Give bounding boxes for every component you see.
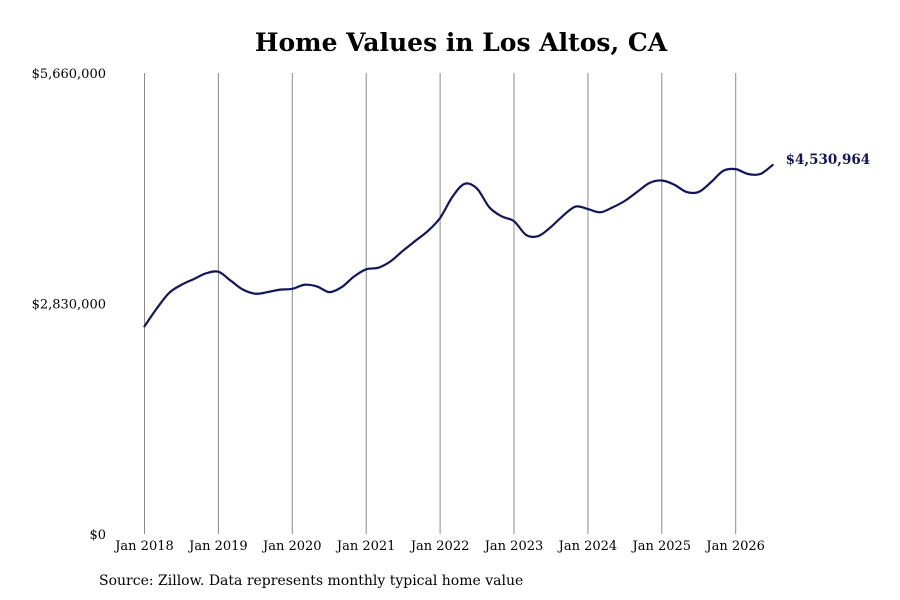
x-tick-label: Jan 2020 <box>261 539 322 554</box>
x-tick-label: Jan 2022 <box>409 539 470 554</box>
x-axis-ticks: Jan 2018 Jan 2019 Jan 2020 Jan 2021 Jan 2022… <box>113 539 765 554</box>
x-tick-label: Jan 2021 <box>335 539 396 554</box>
end-value-label: $4,530,964 <box>786 152 871 168</box>
x-tick-label: Jan 2019 <box>187 539 248 554</box>
x-tick-label: Jan 2026 <box>704 539 765 554</box>
x-tick-label: Jan 2018 <box>113 539 174 554</box>
home-value-series-line <box>143 163 774 328</box>
y-axis-ticks: $0 $2,830,000 $5,660,000 <box>32 67 106 543</box>
chart-source-note: Source: Zillow. Data represents monthly … <box>99 573 524 589</box>
y-tick-label: $2,830,000 <box>32 298 106 313</box>
chart-title: Home Values in Los Altos, CA <box>254 28 668 57</box>
y-tick-label: $0 <box>89 528 106 543</box>
y-tick-label: $5,660,000 <box>32 67 106 82</box>
x-tick-label: Jan 2024 <box>557 539 618 554</box>
x-tick-label: Jan 2023 <box>483 539 544 554</box>
x-tick-label: Jan 2025 <box>631 539 692 554</box>
grid-lines <box>144 73 737 534</box>
